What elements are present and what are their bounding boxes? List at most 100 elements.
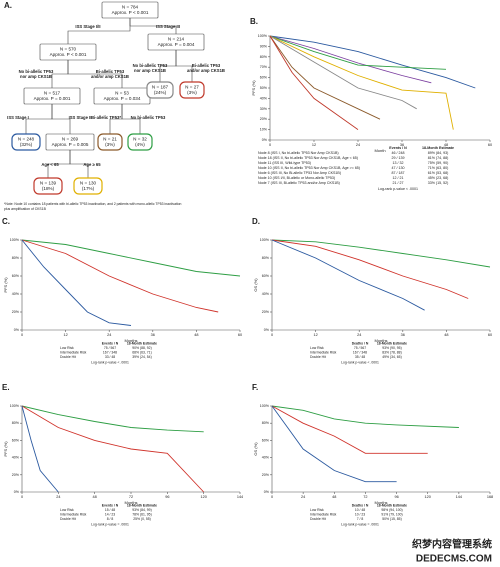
x-tick-label: 0 (21, 333, 23, 337)
survival-curve (21, 239, 241, 277)
y-tick-label: 20% (262, 473, 270, 477)
x-tick-label: 144 (237, 495, 243, 499)
y-tick-label: 70% (260, 65, 268, 69)
legend-entry: Node 10 (ISS I/II, Bi-allelic or Mono-al… (258, 176, 335, 180)
x-tick-label: 0 (271, 495, 273, 499)
y-axis-label: PFS (%) (3, 277, 8, 293)
x-tick-label: 12 (63, 333, 67, 337)
node-text: N = 187 (152, 85, 169, 90)
legend-footer: Log-rank p-value = .0001 (341, 523, 379, 527)
legend-events: 87 / 187 (392, 171, 405, 175)
y-tick-label: 80% (12, 256, 20, 260)
legend-estimate: 81% (74, 88) (428, 156, 449, 160)
survival-curve (271, 405, 459, 428)
legend-header: 18-Month Estimate (127, 341, 157, 345)
y-tick-label: 60% (262, 274, 270, 278)
edge-label: ISS Stage I (7, 115, 29, 120)
legend-header: 18-Month Estimate (377, 341, 407, 345)
y-tick-label: 0% (262, 138, 268, 142)
node-text: Approx. P = 0.005 (52, 142, 89, 147)
legend-events: 29 / 139 (392, 156, 405, 160)
x-tick-label: 24 (356, 143, 360, 147)
x-tick-label: 60 (238, 333, 242, 337)
x-tick-label: 144 (456, 495, 462, 499)
tree-note: plus amplification of CKS1B (4, 207, 47, 211)
tree-edge (51, 60, 69, 88)
node-text: Approx. P < 0.001 (112, 10, 149, 15)
x-axis-label: Months (374, 338, 387, 343)
y-tick-label: 60% (12, 274, 20, 278)
legend-estimate: 25% (0, 55) (133, 517, 151, 521)
y-tick-label: 60% (12, 438, 20, 442)
legend-estimate: 68% (63, 71) (132, 350, 151, 354)
tree-edge (69, 150, 89, 178)
edge-label: Age < 65 (41, 162, 59, 167)
legend-estimate: 93% (90, 95) (382, 346, 401, 350)
y-tick-label: 100% (10, 238, 20, 242)
edge-label: Age ≥ 65 (83, 162, 101, 167)
node-text: N = 248 (18, 137, 35, 142)
survival-curve (271, 405, 397, 483)
legend-entry: Node 18 (ISS II, No bi-allelic TP53 Nor … (258, 156, 358, 160)
legend-events: 7 / 8 (357, 517, 364, 521)
x-tick-label: 72 (363, 495, 367, 499)
x-tick-label: 168 (487, 495, 493, 499)
legend-events: 10 / 48 (355, 508, 365, 512)
x-tick-label: 0 (269, 143, 271, 147)
y-tick-label: 100% (260, 404, 270, 408)
y-tick-label: 100% (10, 404, 20, 408)
legend-estimate: 45% (23, 68) (428, 176, 449, 180)
y-tick-label: 20% (262, 310, 270, 314)
y-tick-label: 40% (262, 292, 270, 296)
tree-node (147, 33, 205, 51)
x-tick-label: 0 (21, 495, 23, 499)
edge-label: ISS Stage III (156, 24, 180, 29)
legend-estimate: 50% (15, 85) (382, 517, 401, 521)
survival-curve (269, 35, 432, 84)
y-axis-label: OS (%) (253, 278, 258, 292)
edge-label: nor amp CKS1B (134, 68, 166, 73)
x-tick-label: 12 (313, 333, 317, 337)
survival-curve (21, 239, 132, 326)
y-tick-label: 40% (12, 292, 20, 296)
legend-events: 167 / 348 (103, 350, 117, 354)
legend-estimate: 49% (34, 65) (382, 355, 401, 359)
node-text: (3%) (187, 90, 197, 95)
node-text: (24%) (154, 90, 167, 95)
y-tick-label: 60% (260, 76, 268, 80)
legend-entry: Intermediate Risk (60, 512, 87, 516)
node-text: N = 53 (115, 91, 129, 96)
y-tick-label: 20% (260, 117, 268, 121)
legend-events: 21 / 27 (393, 181, 404, 185)
y-tick-label: 40% (262, 456, 270, 460)
edge-label: and/or amp CKS1B (91, 74, 129, 79)
legend-entry: Low Risk (60, 508, 74, 512)
edge-label: Bi-allelic TP53 (192, 63, 221, 68)
legend-events: 35 / 48 (355, 355, 365, 359)
x-axis-label: Months (124, 338, 137, 343)
legend-estimate: 90% (88, 92) (132, 346, 151, 350)
survival-curve (269, 35, 447, 70)
tree-edge (175, 50, 193, 82)
legend-events: 46 / 248 (392, 151, 405, 155)
legend-entry: Double Hit (60, 355, 76, 359)
legend-header: Deaths / N (352, 341, 369, 345)
edge-label: ISS Stage II (69, 115, 92, 120)
legend-estimate: 91% (79, 100) (381, 512, 402, 516)
edge-label: Bi-allelic TP53* (91, 115, 121, 120)
survival-curve (21, 405, 205, 493)
survival-curve (271, 405, 428, 454)
legend-events: 8 / 8 (107, 517, 114, 521)
tree-edge (67, 60, 123, 88)
panel-label: B. (250, 17, 258, 26)
tree-node (146, 81, 174, 99)
node-text: (4%) (135, 142, 145, 147)
node-text: N = 32 (133, 137, 147, 142)
x-tick-label: 60 (488, 333, 492, 337)
survival-curve (21, 405, 204, 433)
panel-label: A. (4, 1, 12, 10)
legend-entry: Low Risk (60, 346, 74, 350)
edge-label: Bi-allelic TP53 (96, 69, 125, 74)
x-tick-label: 24 (301, 495, 305, 499)
